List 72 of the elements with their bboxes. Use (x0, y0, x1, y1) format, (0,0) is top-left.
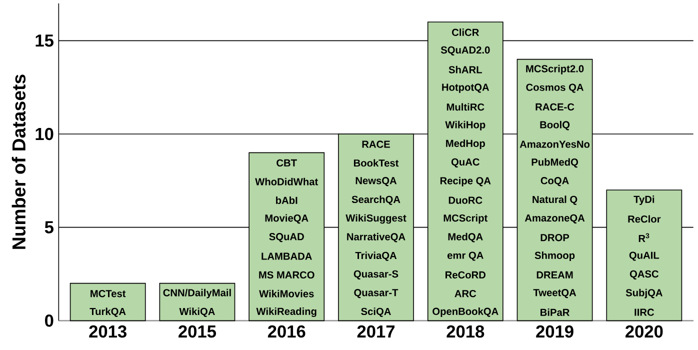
annotation: AmazonYesNo (520, 140, 590, 148)
annotation: BoolQ (540, 120, 570, 130)
annotation: emr QA (447, 252, 484, 261)
x-tick-label: 2016 (268, 325, 306, 338)
annotation: QuAC (451, 158, 480, 168)
annotation: ReClor (628, 215, 661, 223)
y-axis-title: Number of Datasets (12, 74, 26, 249)
annotation: Quasar-T (354, 289, 398, 298)
annotation: HotpotQA (442, 84, 490, 93)
annotation: TriviaQA (355, 252, 397, 261)
x-tick-label: 2015 (178, 325, 216, 338)
annotation: TyDi (634, 196, 654, 205)
annotation: CBT (276, 159, 297, 167)
annotation: BookTest (354, 159, 399, 167)
annotation: QuAIL (629, 252, 660, 261)
annotation: SciQA (361, 308, 391, 317)
y-tick-label: 15 (36, 34, 54, 47)
annotation: SearchQA (352, 196, 400, 205)
annotation: QASC (630, 270, 659, 280)
annotation: DREAM (536, 271, 573, 278)
y-tick-label: 0 (45, 314, 54, 327)
annotation: DuoRC (448, 196, 482, 204)
annotation: MedQA (448, 232, 483, 242)
annotation: WikiReading (256, 308, 316, 318)
annotation: bAbI (276, 196, 298, 204)
annotation: WikiQA (179, 308, 215, 317)
annotation: CliCR (452, 28, 479, 36)
annotation: PubMedQ (532, 158, 578, 168)
x-tick-label: 2020 (625, 325, 663, 338)
annotation: ShARL (448, 66, 482, 74)
annotation: SQuAD (269, 233, 304, 242)
x-tick-label: 2017 (357, 325, 395, 338)
x-tick-label: 2013 (89, 325, 126, 338)
x-tick-label: 2018 (446, 325, 484, 338)
annotation: NewsQA (356, 177, 397, 186)
annotation: MCTest (90, 290, 126, 298)
annotation: WikiHop (445, 120, 486, 130)
annotation: MS MARCO (259, 271, 314, 279)
y-tick-label: 10 (36, 128, 54, 140)
annotation: WikiMovies (259, 290, 314, 298)
annotation: AmazoneQA (524, 214, 585, 224)
annotation: BiPaR (540, 308, 570, 316)
annotation: CNN/DailyMail (163, 288, 231, 298)
annotation: RACE-C (536, 103, 574, 111)
annotation: TurkQA (90, 308, 126, 317)
annotation: Cosmos QA (526, 84, 584, 93)
annotation: LAMBADA (262, 252, 312, 260)
annotation: ReCoRD (446, 271, 486, 279)
annotation: IIRC (634, 308, 654, 316)
annotation: SQuAD2.0 (440, 46, 490, 56)
annotation: Shmoop (534, 252, 575, 261)
annotation: MedHop (446, 140, 485, 149)
annotation: Natural Q (532, 196, 578, 205)
annotation: MCScript (444, 214, 488, 224)
annotation: MovieQA (265, 214, 308, 224)
annotation: WhoDidWhat (255, 178, 318, 186)
annotation: DROP (540, 234, 570, 242)
y-tick-label: 5 (44, 221, 54, 234)
annotation: R$^{3}$ (638, 233, 650, 242)
x-tick-label: 2019 (536, 325, 574, 338)
annotation: TweetQA (533, 289, 576, 298)
annotation: CoQA (540, 177, 569, 186)
annotation: MultiRC (446, 103, 484, 111)
annotation: Quasar-S (354, 270, 398, 280)
annotation: SubjQA (626, 288, 662, 298)
annotation: Recipe QA (440, 176, 491, 186)
annotation: WikiSuggest (346, 214, 406, 224)
annotation: OpenBookQA (432, 308, 498, 317)
annotation: RACE (362, 140, 390, 148)
annotation: ARC (454, 290, 476, 298)
annotation: MCScript2.0 (526, 64, 584, 74)
annotation: NarrativeQA (347, 232, 406, 242)
